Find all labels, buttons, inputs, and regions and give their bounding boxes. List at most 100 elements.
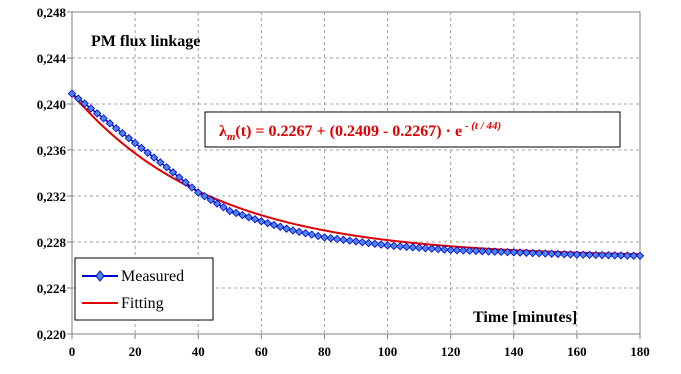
measured-point	[339, 235, 348, 244]
measured-point	[616, 251, 626, 260]
measured-point	[187, 183, 197, 192]
x-tick-label: 140	[504, 344, 524, 359]
measured-point	[623, 251, 632, 260]
legend-fitting-label: Fitting	[121, 295, 164, 312]
measured-point	[313, 231, 323, 241]
measured-point	[553, 249, 563, 259]
measured-point	[484, 247, 493, 256]
measured-point	[244, 212, 253, 222]
measured-point	[295, 227, 304, 237]
measured-point	[112, 124, 121, 133]
measured-point	[364, 238, 373, 248]
measured-point	[522, 248, 531, 257]
measured-point	[181, 178, 190, 187]
measured-point	[137, 143, 146, 153]
measured-point	[635, 251, 645, 260]
measured-point	[67, 89, 77, 98]
y-tick-label: 0,236	[37, 143, 67, 158]
measured-point	[130, 138, 140, 148]
y-tick-label: 0,220	[37, 327, 66, 342]
equation-exponent: - (t / 44)	[462, 120, 501, 132]
measured-point	[585, 250, 594, 260]
measured-point	[156, 158, 165, 167]
measured-point	[358, 238, 367, 247]
measured-point	[212, 199, 222, 208]
measured-point	[389, 241, 399, 251]
measured-point	[250, 215, 260, 224]
measured-point	[597, 250, 607, 260]
x-axis-ticks: 0 20 40 60 80 100 120 140 160 180	[69, 334, 650, 359]
measured-point	[231, 208, 241, 218]
measured-point	[572, 250, 582, 259]
measured-point	[377, 240, 386, 249]
y-axis-ticks: 0,220 0,224 0,228 0,232 0,236 0,240 0,244 0,248	[37, 5, 72, 342]
measured-point	[402, 242, 411, 251]
x-tick-label: 40	[192, 344, 205, 359]
measured-point	[219, 203, 228, 212]
measured-point	[547, 249, 556, 258]
x-axis-label: Time [minutes]	[473, 309, 577, 326]
measured-point	[200, 192, 209, 201]
x-tick-label: 20	[129, 344, 142, 359]
measured-point	[301, 229, 310, 238]
measured-point	[459, 246, 468, 255]
y-tick-label: 0,232	[37, 189, 66, 204]
x-tick-label: 0	[69, 344, 76, 359]
legend-measured-label: Measured	[121, 268, 184, 285]
measured-point	[503, 247, 512, 257]
legend: Measured Fitting	[74, 257, 214, 321]
measured-point	[105, 119, 115, 128]
y-tick-label: 0,248	[37, 5, 67, 20]
measured-point	[370, 239, 380, 249]
measured-point	[225, 206, 234, 216]
measured-point	[326, 234, 335, 243]
measured-point	[124, 133, 133, 143]
measured-point	[465, 246, 474, 255]
y-tick-label: 0,228	[37, 235, 67, 250]
measured-point	[579, 250, 588, 259]
measured-point	[238, 210, 247, 220]
x-tick-label: 60	[255, 344, 268, 359]
measured-point	[433, 244, 443, 254]
measured-point	[194, 188, 203, 197]
measured-point	[452, 246, 462, 255]
x-tick-label: 180	[630, 344, 650, 359]
y-tick-label: 0,224	[37, 281, 67, 296]
measured-point	[383, 241, 392, 250]
measured-point	[509, 248, 518, 257]
measured-point	[86, 104, 96, 113]
equation-annotation: λm(t) = 0.2267 + (0.2409 - 0.2267) · e -…	[204, 111, 621, 148]
measured-point	[276, 222, 285, 231]
measured-point	[541, 249, 550, 258]
measured-point	[206, 195, 216, 205]
measured-point	[168, 168, 178, 177]
measured-point	[351, 237, 361, 246]
equation-text: λm(t) = 0.2267 + (0.2409 - 0.2267) · e -…	[219, 120, 501, 143]
measured-point	[99, 114, 108, 123]
x-tick-label: 120	[441, 344, 461, 359]
y-tick-label: 0,244	[37, 51, 67, 66]
measured-point	[175, 173, 184, 182]
measured-point	[560, 250, 569, 259]
measured-point	[478, 247, 487, 256]
measured-point	[440, 245, 449, 254]
measured-point	[332, 234, 342, 244]
measured-point	[263, 218, 272, 228]
measured-point	[528, 248, 537, 258]
measured-point	[427, 244, 436, 253]
x-tick-label: 160	[567, 344, 587, 359]
measured-point	[345, 236, 354, 245]
measured-point	[143, 148, 152, 157]
equation-subscript: m	[227, 131, 236, 143]
measured-point	[288, 226, 298, 235]
measured-point	[320, 233, 329, 242]
plot-area-frame	[71, 11, 641, 335]
equation-body: (t) = 0.2267 + (0.2409 - 0.2267) · e	[235, 123, 462, 140]
measured-point	[80, 99, 89, 108]
measured-point	[471, 246, 481, 256]
legend-box	[74, 257, 214, 321]
measured-point	[396, 242, 405, 251]
measured-point	[421, 244, 430, 253]
measured-point	[282, 224, 291, 233]
measured-point	[610, 251, 619, 260]
